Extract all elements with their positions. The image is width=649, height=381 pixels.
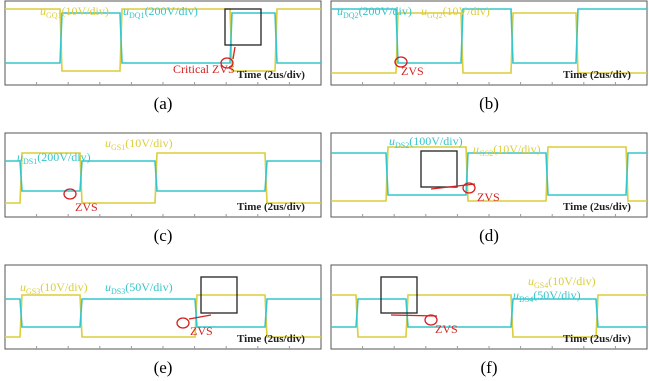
- time-scale: Time (2us/div): [563, 201, 631, 213]
- trace-scale: (10V/div): [125, 136, 172, 150]
- time-scale: Time (2us/div): [563, 69, 631, 81]
- time-scale: Time (2us/div): [563, 333, 631, 345]
- trace-scale: (10V/div): [493, 142, 540, 156]
- trace-subscript: DQ2: [343, 11, 359, 20]
- trace-subscript: GQ1: [46, 11, 62, 20]
- trace-scale: (10V/div): [62, 4, 109, 18]
- trace-subscript: GS2: [479, 149, 493, 158]
- trace-subscript: GS1: [111, 143, 125, 152]
- time-scale: Time (2us/div): [237, 201, 305, 213]
- trace-scale: (200V/div): [37, 150, 90, 164]
- trace-subscript: DS3: [111, 287, 125, 296]
- trace-scale: (100V/div): [409, 134, 462, 148]
- trace-subscript: DS4: [519, 295, 533, 304]
- panel-caption: (d): [479, 226, 499, 245]
- trace-scale: (10V/div): [443, 4, 490, 18]
- trace-scale: (10V/div): [40, 280, 87, 294]
- trace-subscript: DS1: [23, 157, 37, 166]
- figure: uGQ1(10V/div)uDQ1(200V/div)Critical ZVST…: [0, 0, 649, 381]
- panel-caption: (a): [154, 94, 173, 113]
- trace-scale: (50V/div): [125, 280, 172, 294]
- zvs-label: ZVS: [435, 322, 458, 336]
- trace-scale: (200V/div): [359, 4, 412, 18]
- trace-scale: (200V/div): [145, 4, 198, 18]
- panel-caption: (e): [154, 358, 173, 377]
- panel-caption: (c): [154, 226, 173, 245]
- panel-caption: (b): [479, 94, 499, 113]
- trace-subscript: DS2: [395, 141, 409, 150]
- zvs-label: Critical ZVS: [173, 62, 235, 76]
- zvs-label: ZVS: [75, 200, 98, 214]
- time-scale: Time (2us/div): [237, 69, 305, 81]
- trace-subscript: GS3: [26, 287, 40, 296]
- trace-scale: (10V/div): [548, 274, 595, 288]
- trace-subscript: GQ2: [427, 11, 443, 20]
- panel-caption: (f): [481, 358, 498, 377]
- zvs-label: ZVS: [190, 324, 213, 338]
- trace-scale: (50V/div): [533, 288, 580, 302]
- zvs-label: ZVS: [477, 190, 500, 204]
- zvs-label: ZVS: [401, 64, 424, 78]
- trace-subscript: DQ1: [129, 11, 145, 20]
- time-scale: Time (2us/div): [237, 333, 305, 345]
